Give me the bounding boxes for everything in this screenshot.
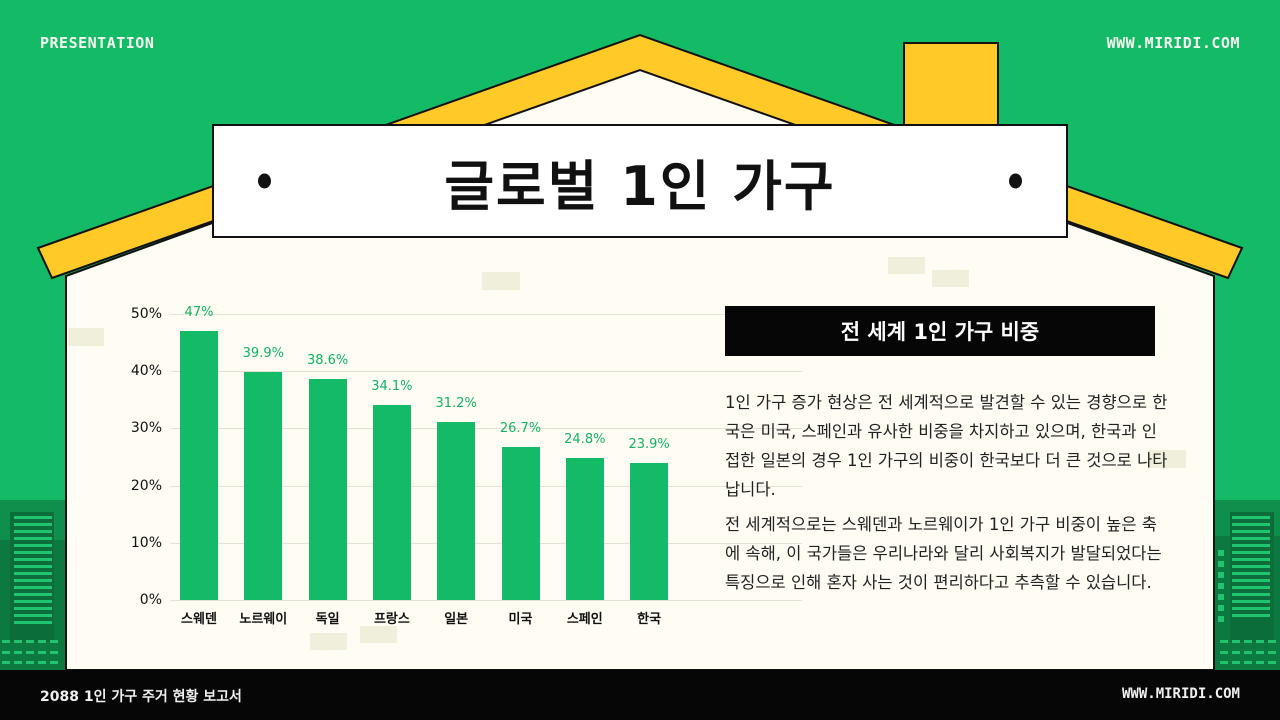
x-axis-label: 프랑스 bbox=[373, 612, 410, 627]
footer-bar bbox=[0, 670, 1280, 720]
bar-value-label: 23.9% bbox=[628, 437, 670, 453]
website-link[interactable]: WWW.MIRIDI.COM bbox=[1106, 34, 1240, 52]
y-tick-label: 30% bbox=[130, 420, 162, 437]
x-axis-label: 한국 bbox=[637, 612, 662, 627]
bar bbox=[180, 331, 218, 600]
gridline bbox=[170, 600, 802, 601]
bar bbox=[630, 463, 669, 600]
gridline bbox=[170, 314, 802, 315]
bar-value-label: 26.7% bbox=[499, 421, 542, 437]
y-tick-label: 0% bbox=[139, 592, 162, 608]
bar bbox=[244, 371, 283, 600]
x-axis-label: 스웨덴 bbox=[181, 612, 217, 627]
x-axis-label: 스페인 bbox=[566, 612, 603, 627]
report-title: 2088 1인 가구 주거 현황 보고서 bbox=[40, 689, 242, 705]
x-axis-label: 미국 bbox=[508, 612, 533, 627]
bar bbox=[308, 379, 347, 600]
bar-value-label: 34.1% bbox=[371, 378, 413, 394]
y-tick-label: 40% bbox=[130, 363, 162, 380]
paragraph-2: 전 세계적으로는 스웨덴과 노르웨이가 1인 가구 비중이 높은 축에 속해, … bbox=[725, 515, 1162, 592]
paragraph-1: 1인 가구 증가 현상은 전 세계적으로 발견할 수 있는 경향으로 한국은 미… bbox=[725, 393, 1168, 499]
bar bbox=[565, 458, 604, 600]
bar-value-label: 39.9% bbox=[242, 345, 284, 361]
dot-icon bbox=[258, 173, 271, 189]
dot-icon bbox=[1009, 173, 1022, 189]
title-banner: 글로벌 1인 가구 bbox=[212, 124, 1068, 238]
gridline bbox=[170, 428, 802, 430]
page-title: 글로벌 1인 가구 bbox=[444, 154, 836, 218]
x-axis-label: 독일 bbox=[315, 612, 340, 627]
x-axis-label: 일본 bbox=[444, 612, 469, 627]
roof-icon bbox=[36, 33, 1244, 280]
y-tick-label: 10% bbox=[130, 534, 162, 551]
bar-value-label: 24.8% bbox=[564, 432, 606, 448]
bar-value-label: 47% bbox=[184, 305, 214, 321]
section-heading: 전 세계 1인 가구 비중 bbox=[725, 306, 1155, 356]
gridline bbox=[170, 371, 802, 373]
y-tick-label: 20% bbox=[130, 477, 162, 494]
footer-website-link[interactable]: WWW.MIRIDI.COM bbox=[1121, 686, 1240, 702]
gridline bbox=[170, 485, 802, 487]
bar-chart: 0% 10% 20% 30% 40% 50% 47% 스웨덴 39.9% 노르웨이 38.6% 독일… bbox=[120, 300, 802, 640]
presentation-label: PRESENTATION bbox=[40, 34, 155, 52]
bar-value-label: 38.6% bbox=[306, 353, 349, 369]
bar-value-label: 31.2% bbox=[435, 395, 477, 411]
bar bbox=[437, 421, 476, 600]
right-buildings-icon bbox=[1214, 500, 1280, 670]
y-tick-label: 50% bbox=[130, 306, 162, 322]
gridline bbox=[170, 542, 802, 544]
x-axis-label: 노르웨이 bbox=[239, 612, 288, 627]
bar bbox=[372, 404, 411, 600]
left-buildings-icon bbox=[0, 500, 66, 670]
bar bbox=[501, 447, 540, 600]
